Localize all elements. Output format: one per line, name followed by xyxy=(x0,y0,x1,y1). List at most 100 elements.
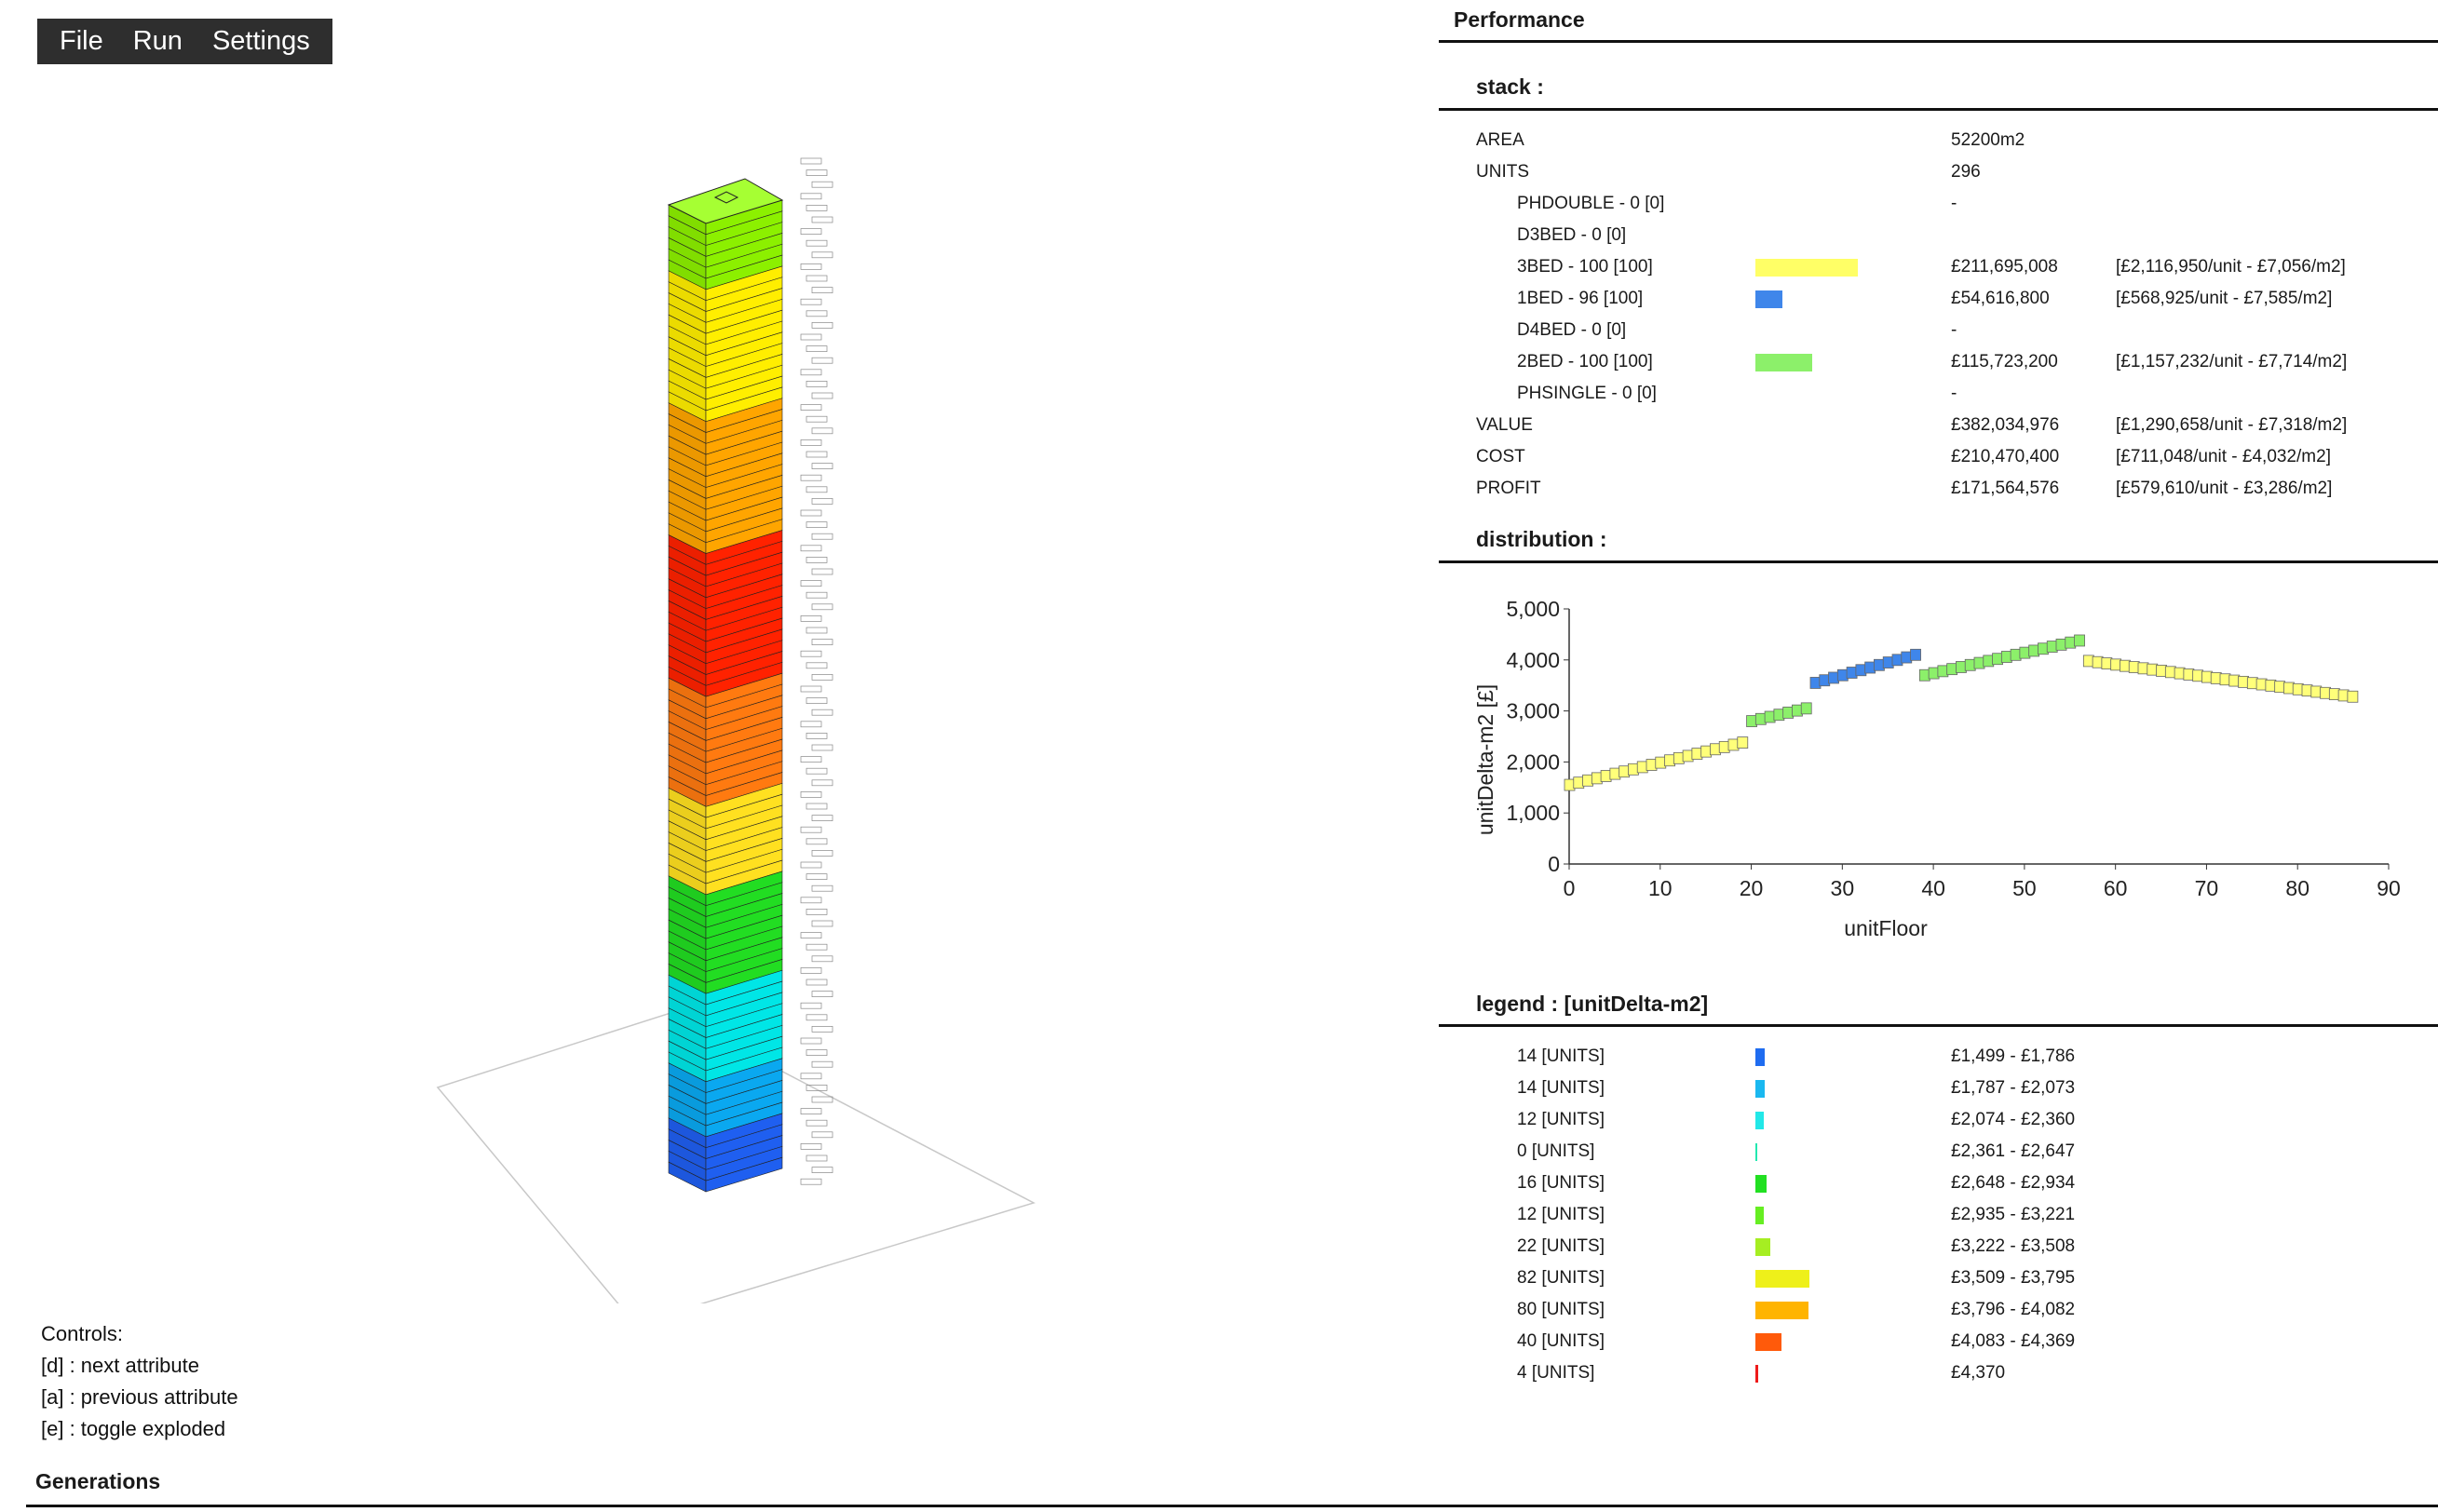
floor-tag xyxy=(806,733,828,739)
data-point xyxy=(2137,662,2149,675)
data-point xyxy=(1891,654,1903,667)
floor-tag xyxy=(811,1167,833,1173)
floor-tag xyxy=(811,744,833,751)
legend-row-bar xyxy=(1755,1175,1767,1193)
data-point xyxy=(2046,641,2058,653)
stack-row-value: - xyxy=(1951,194,1957,213)
legend-row-bar xyxy=(1755,1080,1765,1098)
data-point xyxy=(2301,684,2313,697)
x-tick-label: 10 xyxy=(1648,876,1673,900)
floor-tag xyxy=(811,1060,833,1068)
floor-tag xyxy=(800,685,822,693)
tower-model xyxy=(667,178,784,1193)
floor-tag xyxy=(811,955,833,963)
y-tick-label: 1,000 xyxy=(1506,801,1560,825)
data-point xyxy=(1846,667,1858,679)
floor-tag xyxy=(800,193,822,200)
distribution-chart-svg: 0 1,000 2,000 3,000 4,000 5,000 0 10 20 30 40 50 60 7… xyxy=(1473,597,2401,940)
floor-tag xyxy=(811,674,833,681)
legend-row: 12 [UNITS] £2,935 - £3,221 xyxy=(1476,1199,2435,1231)
stack-row-detail: [£711,048/unit - £4,032/m2] xyxy=(2116,447,2331,466)
floor-tag xyxy=(800,157,822,165)
floor-tag xyxy=(806,803,828,810)
legend-row-range: £2,074 - £2,360 xyxy=(1951,1110,2076,1129)
data-point xyxy=(1718,740,1730,753)
y-axis-label: unitDelta-m2 [£] xyxy=(1473,684,1497,835)
legend-row: 12 [UNITS] £2,074 - £2,360 xyxy=(1476,1104,2435,1136)
menu-run[interactable]: Run xyxy=(132,26,183,56)
data-point xyxy=(2328,688,2340,701)
floor-tag xyxy=(800,1143,822,1150)
menu-settings[interactable]: Settings xyxy=(211,26,310,56)
controls-help: Controls: [d] : next attribute [a] : pre… xyxy=(41,1318,238,1445)
stack-row: D4BED - 0 [0] - xyxy=(1476,315,2435,346)
distribution-title: distribution : xyxy=(1476,527,1607,551)
floor-tag xyxy=(806,1049,828,1056)
floor-tag xyxy=(811,427,833,435)
floor-tag xyxy=(800,615,822,622)
data-point xyxy=(2147,663,2159,676)
data-point xyxy=(1609,767,1621,780)
data-point xyxy=(2065,636,2077,649)
stack-row-value: 296 xyxy=(1951,162,1981,182)
floor-tag xyxy=(800,791,822,798)
data-point xyxy=(1918,668,1930,682)
stack-row-label: D4BED - 0 [0] xyxy=(1517,320,1627,340)
legend-row-range: £3,222 - £3,508 xyxy=(1951,1236,2076,1256)
floor-tag xyxy=(800,1037,822,1045)
x-tick-label: 90 xyxy=(2377,876,2401,900)
floor-tag xyxy=(811,709,833,716)
floor-tag xyxy=(806,909,828,915)
data-point xyxy=(1792,704,1803,717)
stack-row-label: COST xyxy=(1476,447,1525,466)
data-point xyxy=(1600,770,1612,782)
stack-row-value: £54,616,800 xyxy=(1951,289,2050,308)
menu-file[interactable]: File xyxy=(60,26,103,56)
floor-tag xyxy=(806,1014,828,1021)
floor-face-right xyxy=(705,1156,783,1193)
data-point xyxy=(1673,751,1685,764)
stack-row: PHDOUBLE - 0 [0] - xyxy=(1476,188,2435,220)
floor-tag xyxy=(800,1002,822,1009)
data-point xyxy=(2164,666,2176,679)
floor-tag xyxy=(800,756,822,763)
data-point xyxy=(2055,638,2067,651)
legend-row: 14 [UNITS] £1,499 - £1,786 xyxy=(1476,1041,2435,1073)
floor-tag xyxy=(811,181,833,188)
stack-row: PROFIT £171,564,576 [£579,610/unit - £3,28… xyxy=(1476,473,2435,505)
floor-tag xyxy=(806,310,828,317)
data-point xyxy=(2110,658,2122,671)
floor-tag xyxy=(811,251,833,259)
stack-row: PHSINGLE - 0 [0] - xyxy=(1476,378,2435,410)
legend-row: 0 [UNITS] £2,361 - £2,647 xyxy=(1476,1136,2435,1168)
legend-row-bar xyxy=(1755,1048,1765,1066)
floor-tag xyxy=(800,650,822,657)
stack-row-value: - xyxy=(1951,320,1957,340)
floor-tag xyxy=(811,322,833,329)
data-point xyxy=(2092,655,2104,668)
floor-tag xyxy=(811,287,833,293)
data-point xyxy=(1882,656,1894,668)
data-point xyxy=(1737,736,1749,749)
stack-row-detail: [£568,925/unit - £7,585/m2] xyxy=(2116,289,2333,308)
data-point xyxy=(2219,673,2231,686)
floor-tag xyxy=(806,591,828,599)
data-point xyxy=(2074,634,2085,647)
y-tick-label: 5,000 xyxy=(1506,597,1560,621)
distribution-divider xyxy=(1439,560,2438,563)
floor-tag xyxy=(800,228,822,235)
floor-tag xyxy=(806,169,828,176)
data-point xyxy=(2201,670,2213,683)
model-viewport[interactable] xyxy=(0,74,1434,1325)
ground-plane xyxy=(436,1012,1036,1325)
data-point xyxy=(2101,657,2113,669)
data-point xyxy=(1800,702,1812,715)
floor-tag xyxy=(811,850,833,857)
x-tick-label: 30 xyxy=(1831,876,1855,900)
tower-3d-view[interactable] xyxy=(0,74,1434,1325)
data-point xyxy=(1937,665,1949,678)
floor-tag xyxy=(811,884,833,892)
floor-tag xyxy=(811,639,833,645)
legend-row-range: £1,499 - £1,786 xyxy=(1951,1046,2076,1066)
data-point xyxy=(1828,671,1839,684)
